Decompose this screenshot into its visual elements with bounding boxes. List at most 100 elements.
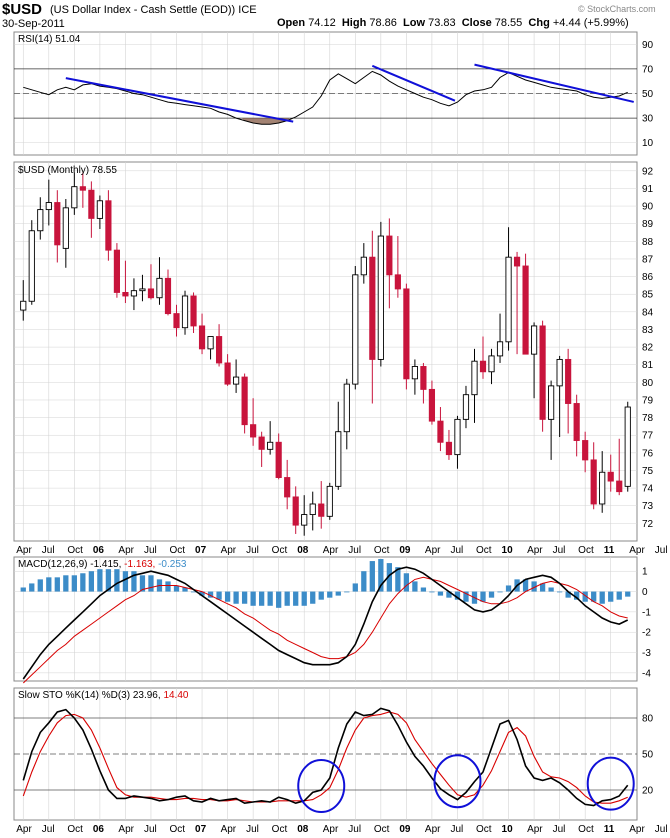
stockcharts-watermark: © StockCharts.com bbox=[578, 4, 656, 14]
chg-label: Chg bbox=[528, 17, 550, 29]
macd-histogram-bar bbox=[114, 569, 120, 592]
macd-histogram-bar bbox=[250, 591, 256, 606]
open-value: 74.12 bbox=[308, 17, 336, 29]
sto-x-tick-label: Jul bbox=[144, 824, 157, 835]
rsi-tick-label: 30 bbox=[642, 114, 654, 125]
price-x-tick-label: Jul bbox=[246, 545, 259, 556]
macd-histogram-bar bbox=[505, 585, 512, 592]
close-label: Close bbox=[461, 17, 492, 29]
sto-x-tick-label: Apr bbox=[221, 824, 237, 835]
macd-histogram-bar bbox=[361, 571, 367, 592]
macd-histogram-bar bbox=[20, 587, 26, 592]
highlight-circle bbox=[297, 759, 346, 813]
candle-down bbox=[198, 325, 206, 350]
candle-down bbox=[479, 360, 487, 373]
macd-histogram-bar bbox=[386, 563, 392, 592]
low-value: 73.83 bbox=[428, 17, 456, 29]
chart-symbol: $USD bbox=[2, 1, 43, 18]
candle-down bbox=[513, 256, 521, 267]
macd-histogram-bar bbox=[71, 575, 77, 592]
macd-histogram-bar bbox=[54, 577, 60, 592]
price-tick-label: 79 bbox=[642, 395, 654, 406]
macd-histogram-bar bbox=[199, 591, 205, 596]
candle-up bbox=[462, 394, 470, 420]
sto-x-tick-label: Apr bbox=[629, 824, 645, 835]
price-tick-label: 77 bbox=[642, 431, 654, 442]
candle-down bbox=[403, 288, 410, 380]
macd-tick-label: -4 bbox=[642, 668, 651, 679]
macd-histogram-bar bbox=[420, 587, 427, 592]
macd-histogram-bar bbox=[582, 591, 588, 602]
candle-up bbox=[454, 418, 461, 456]
candle-up bbox=[37, 209, 44, 232]
price-x-tick-label: Oct bbox=[578, 545, 594, 556]
chart-date: 30-Sep-2011 bbox=[2, 18, 65, 30]
candle-down bbox=[582, 440, 589, 461]
macd-tick-label: 1 bbox=[642, 567, 648, 578]
candle-down bbox=[113, 249, 120, 293]
rsi-label: RSI(14) 51.04 bbox=[18, 34, 81, 45]
candle-down bbox=[428, 388, 436, 422]
price-tick-label: 89 bbox=[642, 219, 654, 230]
rsi-line bbox=[23, 70, 628, 125]
sto-x-tick-label: Jul bbox=[553, 824, 566, 835]
candle-down bbox=[284, 477, 291, 498]
candle-up bbox=[233, 376, 240, 385]
candle-up bbox=[45, 202, 52, 211]
sto-label: Slow STO %K(14) %D(3) 23.96, 14.40 bbox=[18, 690, 189, 701]
price-tick-label: 80 bbox=[642, 378, 654, 389]
price-x-tick-label: 07 bbox=[195, 545, 207, 556]
sto-x-tick-label: Jul bbox=[655, 824, 668, 835]
macd-histogram-bar bbox=[139, 575, 146, 592]
macd-histogram-bar bbox=[293, 591, 299, 606]
macd-histogram-bar bbox=[190, 591, 197, 593]
sto-d-line bbox=[22, 711, 628, 804]
macd-histogram-bar bbox=[327, 591, 333, 598]
price-tick-label: 87 bbox=[642, 254, 654, 265]
macd-histogram-bar bbox=[216, 591, 222, 600]
candle-up bbox=[531, 325, 538, 355]
rsi-tick-label: 50 bbox=[642, 89, 654, 100]
candle-up bbox=[20, 300, 27, 311]
candle-up bbox=[28, 230, 35, 302]
price-x-tick-label: 11 bbox=[604, 545, 615, 556]
price-x-tick-label: Jul bbox=[348, 545, 361, 556]
sto-x-tick-label: Oct bbox=[476, 824, 492, 835]
price-tick-label: 72 bbox=[642, 519, 654, 530]
candle-down bbox=[258, 436, 265, 450]
price-tick-label: 81 bbox=[642, 360, 654, 371]
macd-label: MACD(12,26,9) -1.415, -1.163, -0.253 bbox=[18, 559, 187, 570]
price-x-tick-label: 09 bbox=[399, 545, 411, 556]
sto-x-tick-label: 11 bbox=[604, 824, 615, 835]
sto-x-tick-label: 10 bbox=[502, 824, 514, 835]
price-tick-label: 85 bbox=[642, 290, 654, 301]
price-tick-label: 75 bbox=[642, 466, 654, 477]
sto-x-tick-label: Apr bbox=[527, 824, 543, 835]
candle-up bbox=[343, 383, 350, 433]
candle-down bbox=[224, 362, 231, 385]
sto-x-tick-label: Oct bbox=[374, 824, 390, 835]
rsi-tick-label: 90 bbox=[642, 40, 654, 51]
macd-histogram-bar bbox=[284, 591, 290, 606]
sto-x-tick-label: Oct bbox=[578, 824, 594, 835]
macd-histogram-bar bbox=[616, 591, 622, 600]
macd-histogram-bar bbox=[207, 591, 214, 598]
candle-down bbox=[54, 202, 61, 246]
rsi-trend-line bbox=[474, 63, 634, 103]
macd-histogram-bar bbox=[556, 591, 563, 593]
candle-up bbox=[139, 288, 146, 292]
price-tick-label: 88 bbox=[642, 237, 654, 248]
macd-histogram-bar bbox=[522, 579, 529, 592]
macd-tick-label: -2 bbox=[642, 628, 651, 639]
macd-histogram-bar bbox=[335, 591, 341, 596]
candle-down bbox=[369, 256, 376, 360]
candle-up bbox=[207, 336, 214, 350]
candle-up bbox=[71, 186, 78, 209]
candle-down bbox=[386, 235, 393, 276]
macd-histogram-bar bbox=[131, 571, 137, 592]
sto-x-tick-label: Oct bbox=[272, 824, 288, 835]
macd-histogram-bar bbox=[437, 591, 444, 596]
candle-up bbox=[309, 503, 316, 516]
price-x-tick-label: Oct bbox=[476, 545, 492, 556]
